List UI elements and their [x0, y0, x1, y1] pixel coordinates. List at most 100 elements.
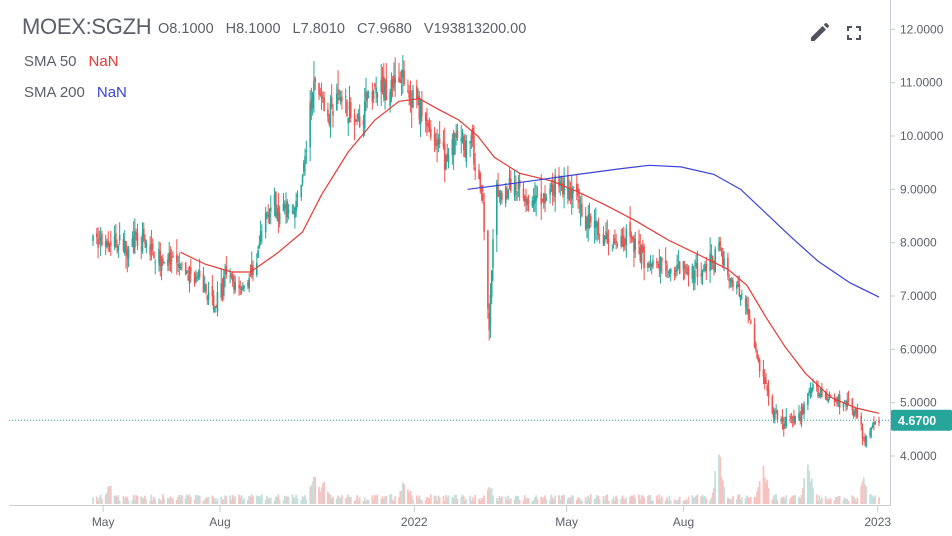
volume-bar: [678, 496, 681, 504]
price-axis[interactable]: 12.0000 11.0000 10.0000 9.0000 8.0000 7.0000 6…: [891, 22, 944, 463]
volume-bar: [452, 498, 455, 504]
candle-body: [346, 100, 348, 117]
candle-body: [704, 264, 706, 271]
volume-bar: [746, 495, 748, 504]
candle-body: [826, 393, 828, 401]
candle-body: [311, 92, 314, 109]
volume-bar: [108, 485, 111, 504]
candle-body: [249, 274, 252, 276]
volume-bar: [504, 496, 507, 504]
volume-bar: [612, 496, 615, 504]
volume-bar: [829, 498, 832, 504]
candle-body: [418, 95, 421, 120]
candle-body: [545, 197, 548, 201]
candle-body: [309, 103, 311, 148]
volume-bar: [348, 496, 351, 504]
candle-body: [794, 416, 796, 423]
volume-bar: [865, 486, 868, 504]
volume-bar: [305, 499, 308, 504]
candle-body: [747, 309, 750, 314]
volume-bar: [203, 499, 206, 504]
candle-body: [347, 117, 350, 124]
candle-body: [247, 282, 249, 286]
candle-body: [551, 184, 554, 196]
candle-body: [438, 138, 441, 144]
candle-body: [652, 260, 654, 266]
candle-body: [319, 93, 322, 96]
candle-body: [809, 389, 812, 393]
volume-bar: [161, 494, 164, 504]
volume-bar: [295, 494, 298, 504]
volume-bar: [818, 495, 821, 504]
candle-body: [615, 240, 617, 244]
fullscreen-icon[interactable]: [841, 20, 867, 46]
volume-bar: [762, 465, 765, 504]
volume-bar: [834, 496, 837, 504]
volume-bar: [150, 494, 153, 504]
candle-body: [446, 153, 449, 162]
volume-bar: [607, 500, 610, 504]
candle-body: [865, 435, 868, 447]
volume-bar: [189, 496, 192, 504]
time-axis[interactable]: May Aug 2022 May Aug 2023: [92, 506, 892, 529]
candle-body: [749, 321, 752, 323]
sma-200-legend[interactable]: SMA 200 NaN: [24, 84, 127, 101]
volume-bar: [535, 495, 538, 504]
candle-body: [358, 116, 361, 127]
volume-bar: [767, 488, 770, 504]
volume-bar: [136, 496, 139, 504]
volume-bar: [536, 498, 539, 504]
volume-bar: [301, 496, 304, 504]
pencil-icon[interactable]: [806, 20, 832, 46]
volume-bar: [517, 496, 520, 504]
volume-bar: [639, 499, 642, 504]
volume-bar: [213, 498, 216, 504]
candle-body: [222, 276, 225, 297]
volume-bar: [464, 500, 466, 504]
candle-body: [318, 82, 320, 95]
volume-bar: [611, 499, 614, 504]
price-axis-label: 4.0000: [900, 449, 937, 463]
volume-bar: [233, 497, 235, 504]
volume-bar: [140, 496, 143, 504]
volume-bar: [554, 495, 557, 504]
candle-body: [257, 250, 259, 258]
volume-bar: [629, 496, 632, 504]
volume-bar: [114, 495, 117, 504]
volume-bar: [598, 498, 601, 504]
volume-bar: [418, 495, 421, 504]
candle-body: [480, 186, 483, 193]
candle-body: [735, 284, 738, 289]
volume-bar: [625, 497, 628, 504]
volume-bar: [220, 496, 223, 504]
candle-body: [669, 269, 672, 274]
candle-body: [739, 295, 742, 301]
volume-bar: [567, 498, 569, 504]
volume-bar: [686, 500, 689, 504]
candle-body: [815, 384, 818, 388]
candle-body: [753, 323, 756, 347]
volume-bar: [358, 497, 361, 504]
sma-50-legend[interactable]: SMA 50 NaN: [24, 53, 119, 70]
volume-bar: [810, 478, 813, 504]
volume-bar: [728, 499, 731, 504]
volume-bar: [127, 500, 130, 504]
candle-body: [376, 93, 379, 98]
candle-body: [410, 100, 413, 108]
candle-body: [109, 241, 112, 246]
candle-body: [807, 393, 809, 406]
candle-body: [403, 70, 405, 85]
volume-bar: [177, 496, 179, 504]
candle-body: [97, 238, 99, 248]
volume-bar: [445, 495, 447, 504]
candle-body: [296, 194, 299, 197]
volume-bar: [258, 496, 261, 504]
candle-body: [394, 77, 397, 84]
volume-bar: [92, 497, 94, 504]
candle-body: [765, 379, 767, 384]
volume-bar: [633, 494, 635, 504]
candle-body: [269, 207, 272, 212]
volume-bar: [509, 498, 512, 504]
candle-body: [348, 101, 351, 111]
